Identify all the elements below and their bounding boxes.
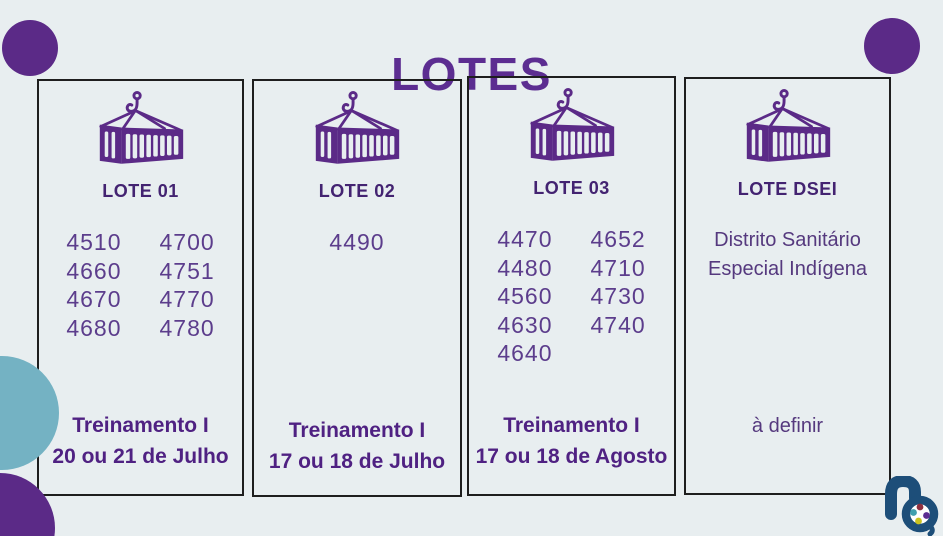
lot-number: 4560 bbox=[497, 283, 553, 310]
card-lote-01: LOTE 01 4510 4660 4670 4680 4700 4751 47… bbox=[37, 79, 244, 496]
container-crane-icon bbox=[97, 91, 185, 166]
lot-number: 4740 bbox=[590, 311, 646, 338]
card-heading: LOTE 01 bbox=[102, 181, 179, 201]
decor-circle-top-left bbox=[2, 20, 58, 76]
card-heading: LOTE DSEI bbox=[737, 179, 838, 199]
container-crane-icon bbox=[528, 88, 616, 163]
brand-logo bbox=[885, 476, 939, 536]
container-crane-icon bbox=[314, 91, 401, 166]
dsei-description: Distrito Sanitário Especial Indígena bbox=[708, 226, 867, 284]
lot-number: 4770 bbox=[159, 286, 215, 313]
lot-number-column: 4510 4660 4670 4680 bbox=[66, 228, 121, 342]
training-date: 17 ou 18 de Julho bbox=[268, 449, 446, 473]
training-date: à definir bbox=[751, 414, 824, 437]
lot-number-column: 4490 bbox=[329, 228, 384, 257]
dsei-description-line: Distrito Sanitário bbox=[714, 229, 861, 251]
lot-number: 4670 bbox=[66, 286, 122, 313]
training-schedule: Treinamento I 17 ou 18 de Agosto bbox=[476, 411, 668, 472]
training-title: Treinamento I bbox=[72, 414, 209, 437]
training-date: 20 ou 21 de Julho bbox=[52, 444, 229, 468]
slide-title: LOTES bbox=[391, 47, 552, 100]
lot-number: 4680 bbox=[66, 314, 122, 341]
lot-number: 4652 bbox=[590, 226, 646, 252]
lot-number: 4710 bbox=[590, 254, 646, 281]
lot-number: 4700 bbox=[159, 229, 215, 255]
training-schedule: Treinamento I 17 ou 18 de Julho bbox=[269, 416, 445, 477]
training-title: Treinamento I bbox=[288, 419, 426, 442]
lot-number-columns: 4510 4660 4670 4680 4700 4751 4770 4780 bbox=[66, 228, 214, 342]
card-lote-03: LOTE 03 4470 4480 4560 4630 4640 4652 47… bbox=[467, 76, 676, 496]
lot-number: 4490 bbox=[329, 229, 385, 255]
card-heading: LOTE 03 bbox=[533, 178, 610, 198]
card-lote-dsei: LOTE DSEI Distrito Sanitário Especial In… bbox=[684, 77, 891, 495]
card-lote-02: LOTE 02 4490 Treinamento I 17 ou 18 de J… bbox=[252, 79, 462, 497]
training-date: 17 ou 18 de Agosto bbox=[475, 444, 668, 468]
lot-number: 4510 bbox=[66, 229, 122, 255]
lot-number: 4470 bbox=[497, 226, 553, 252]
lot-number: 4730 bbox=[590, 283, 646, 310]
dsei-description-line: Especial Indígena bbox=[707, 258, 867, 280]
lot-number-column: 4700 4751 4770 4780 bbox=[160, 228, 215, 342]
lot-number: 4780 bbox=[159, 314, 215, 341]
container-crane-icon bbox=[744, 89, 832, 164]
lot-number: 4660 bbox=[66, 257, 122, 284]
lot-number-columns: 4470 4480 4560 4630 4640 4652 4710 4730 … bbox=[497, 225, 645, 368]
lot-number-column: 4470 4480 4560 4630 4640 bbox=[497, 225, 552, 368]
lot-number: 4751 bbox=[159, 257, 215, 284]
lot-number: 4630 bbox=[497, 311, 553, 338]
lot-number-columns: 4490 bbox=[329, 228, 384, 257]
decor-circle-top-right bbox=[864, 18, 920, 74]
lot-number-column: 4652 4710 4730 4740 bbox=[591, 225, 646, 368]
training-title: Treinamento I bbox=[503, 414, 640, 437]
lot-number: 4640 bbox=[497, 340, 553, 367]
card-heading: LOTE 02 bbox=[318, 181, 396, 201]
lot-number: 4480 bbox=[497, 254, 553, 281]
training-schedule: Treinamento I 20 ou 21 de Julho bbox=[52, 411, 228, 472]
training-schedule: à definir bbox=[752, 411, 823, 442]
